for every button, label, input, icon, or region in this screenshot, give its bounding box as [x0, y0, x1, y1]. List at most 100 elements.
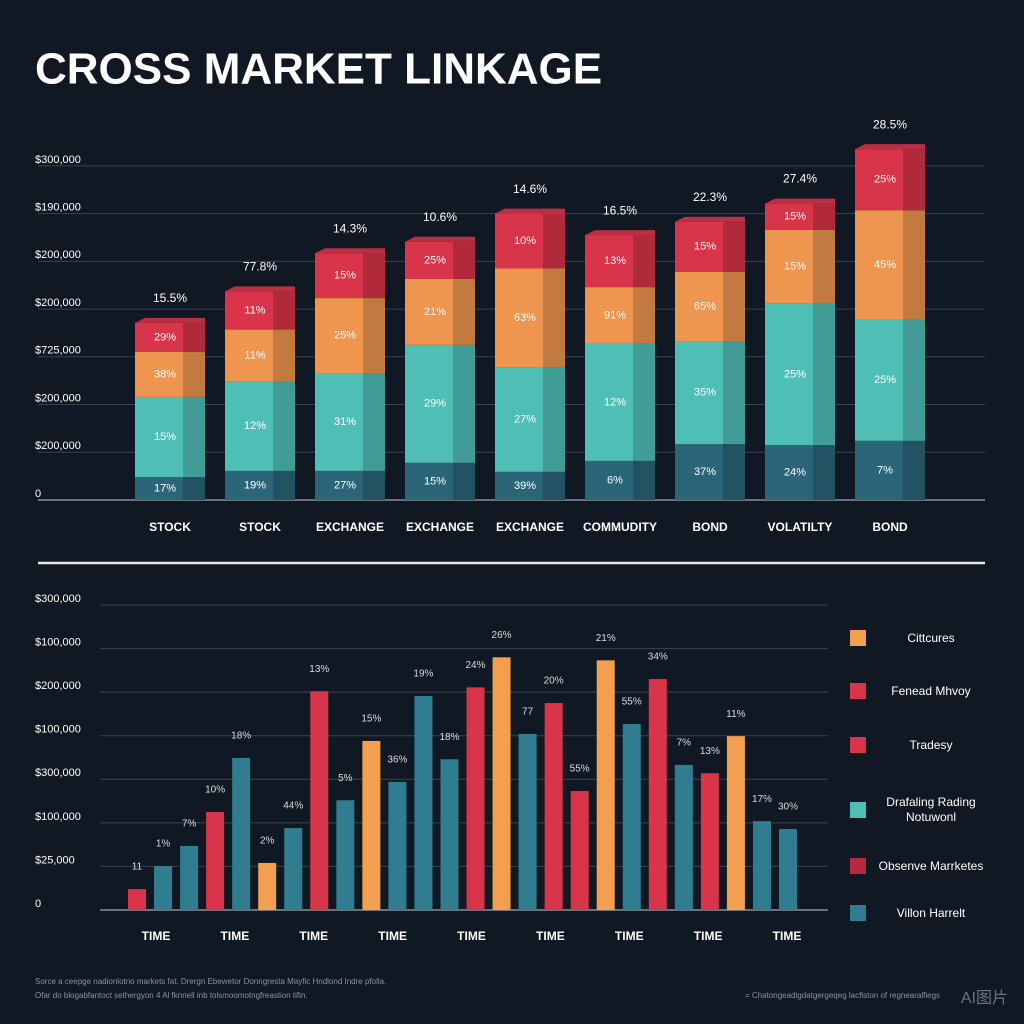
bar [779, 828, 797, 910]
bar [700, 773, 719, 910]
bar [284, 828, 303, 910]
y-tick-label: $100,000 [35, 724, 81, 736]
segment-label: 11% [244, 350, 265, 362]
segment-label: 13% [604, 255, 626, 267]
y-tick-label: $725,000 [35, 345, 81, 357]
total-label: 15.5% [153, 291, 187, 305]
bar-label: 77 [522, 707, 534, 718]
bar [674, 764, 693, 910]
bar-segment [135, 396, 205, 478]
bar-side-shade [273, 291, 295, 330]
segment-label: 31% [334, 416, 356, 428]
bar-segment [675, 444, 745, 500]
bar-segment [585, 460, 655, 500]
legend-label: Villon Harrelt [896, 905, 966, 920]
bar-side-shade [543, 367, 565, 472]
legend-item: Cittcures [850, 630, 986, 646]
bar-segment [135, 352, 205, 397]
bar-cap [675, 216, 745, 222]
bar [388, 781, 407, 910]
y-tick-label: $200,000 [35, 297, 81, 309]
y-tick-label: 0 [35, 898, 41, 910]
segment-label: 7% [877, 464, 893, 476]
bar-label: 13% [309, 664, 329, 675]
x-tick-label: TIME [142, 929, 171, 943]
bar [128, 889, 146, 910]
bar-segment [855, 440, 925, 500]
segment-label: 25% [874, 374, 896, 386]
bar-side-shade [633, 287, 655, 344]
bar-segment [675, 221, 745, 272]
segment-label: 12% [604, 396, 626, 408]
bar-side-shade [363, 470, 385, 500]
bar-segment [495, 213, 565, 269]
legend-swatch [850, 802, 866, 818]
bar [362, 740, 381, 910]
segment-label: 37% [694, 466, 716, 478]
bar-cap [315, 248, 385, 254]
y-tick-label: $200,000 [35, 680, 81, 692]
bar-segment [315, 373, 385, 471]
total-label: 77.8% [243, 260, 277, 274]
bar-segment [315, 470, 385, 500]
bar-label: 18% [439, 732, 459, 743]
bar-label: 44% [283, 801, 303, 812]
bar-side-shade [723, 271, 745, 342]
legend-swatch [850, 737, 866, 753]
bar-segment [225, 381, 295, 471]
y-tick-label: 0 [35, 488, 41, 500]
bar-side-shade [633, 460, 655, 500]
total-label: 14.6% [513, 182, 547, 196]
bar-label: 55% [622, 697, 642, 708]
bar [648, 679, 667, 910]
bar-side-shade [723, 444, 745, 500]
bar-side-shade [543, 268, 565, 368]
bar-segment [495, 367, 565, 472]
bar-label: 1% [156, 839, 171, 850]
segment-label: 27% [514, 414, 536, 426]
bar-segment [225, 329, 295, 382]
bar [180, 845, 199, 910]
bar [622, 723, 641, 910]
x-tick-label: STOCK [239, 520, 281, 534]
bar [570, 791, 589, 910]
bar-side-shade [813, 303, 835, 446]
bar-side-shade [453, 462, 475, 500]
segment-label: 25% [334, 329, 356, 341]
bar-side-shade [183, 396, 205, 478]
segment-label: 15% [784, 211, 806, 223]
total-label: 16.5% [603, 203, 637, 217]
x-tick-label: TIME [694, 929, 723, 943]
segment-label: 15% [784, 261, 806, 273]
legend-swatch [850, 858, 866, 874]
segment-label: 15% [154, 431, 176, 443]
bar [726, 736, 745, 910]
bar-side-shade [543, 213, 565, 269]
bar-segment [405, 462, 475, 500]
bar-side-shade [453, 278, 475, 345]
bar-side-shade [633, 343, 655, 461]
bar-segment [765, 203, 835, 230]
bar-label: 11 [132, 862, 143, 873]
legend-label: Tradesy [909, 737, 953, 752]
bar-segment [765, 303, 835, 446]
x-tick-label: TIME [378, 929, 407, 943]
bar-segment [675, 341, 745, 445]
legend-item: Drafaling Rading Notuwonl [850, 795, 986, 825]
segment-label: 17% [154, 482, 176, 494]
segment-label: 27% [334, 479, 356, 491]
bar-side-shade [363, 373, 385, 471]
footnote-note: = Chatongeadigdatgergeqeg lacfiston of r… [745, 991, 940, 1000]
y-tick-label: $100,000 [35, 811, 81, 823]
y-tick-label: $190,000 [35, 202, 81, 214]
bar-side-shade [903, 210, 925, 320]
segment-label: 45% [874, 259, 896, 271]
bar-side-shade [813, 229, 835, 304]
segment-label: 25% [424, 254, 446, 266]
segment-label: 25% [784, 368, 806, 380]
segment-label: 65% [694, 300, 716, 312]
x-tick-label: COMMUDITY [583, 520, 657, 534]
segment-label: 21% [424, 306, 446, 318]
legend-swatch [850, 905, 866, 921]
